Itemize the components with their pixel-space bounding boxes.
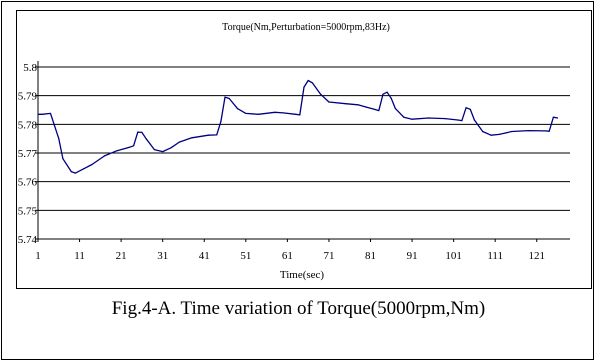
data-point	[386, 91, 388, 93]
chart-title: Torque(Nm,Perturbation=5000rpm,83Hz)	[222, 22, 390, 33]
data-point	[153, 148, 155, 151]
data-point	[224, 96, 226, 98]
data-point	[37, 113, 39, 115]
data-point	[70, 171, 72, 173]
data-point	[498, 133, 500, 135]
data-point	[556, 117, 559, 119]
data-point	[58, 138, 60, 140]
x-tick-label-11: 111	[487, 250, 503, 262]
data-point	[178, 141, 180, 143]
data-point	[282, 112, 284, 114]
data-point	[303, 86, 305, 88]
x-tick-label-4: 41	[199, 250, 210, 262]
data-point	[374, 108, 376, 111]
data-point	[41, 113, 43, 115]
torque-series-line-0	[38, 79, 558, 174]
data-point	[307, 79, 309, 82]
data-point	[132, 145, 135, 147]
y-tick-label-6: 5.8	[23, 62, 37, 74]
data-point	[357, 104, 359, 106]
data-point	[145, 138, 147, 140]
data-point	[444, 118, 446, 120]
data-point	[116, 150, 118, 152]
y-tick-label-0: 5.74	[18, 234, 38, 246]
data-point	[191, 137, 193, 139]
data-point	[544, 130, 546, 132]
data-point	[228, 97, 230, 100]
x-tick-label-3: 31	[157, 250, 168, 262]
data-point	[103, 155, 106, 157]
data-point	[390, 97, 392, 100]
data-point	[411, 118, 413, 120]
x-tick-label-9: 91	[407, 250, 418, 262]
data-point	[216, 134, 218, 136]
x-tick-label-8: 81	[365, 250, 376, 262]
data-point	[137, 131, 139, 133]
y-tick-label-2: 5.76	[18, 177, 38, 189]
x-tick-label-12: 121	[529, 250, 546, 262]
data-point	[128, 146, 131, 148]
data-point	[311, 82, 313, 84]
chart-frame	[16, 10, 592, 289]
data-point	[403, 116, 405, 118]
data-point	[552, 116, 554, 118]
data-point	[394, 107, 397, 110]
x-tick-label-1: 11	[74, 250, 85, 262]
x-axis-label: Time(sec)	[280, 269, 325, 281]
data-point	[457, 119, 459, 121]
data-point	[490, 134, 492, 136]
data-point	[320, 93, 322, 95]
data-point	[295, 113, 297, 115]
data-point	[245, 112, 247, 115]
data-point	[473, 119, 476, 121]
data-point	[378, 109, 380, 112]
data-point	[382, 93, 384, 95]
data-point	[83, 168, 85, 170]
x-tick-label-0: 1	[35, 250, 41, 262]
data-point	[548, 130, 550, 132]
data-point	[482, 130, 484, 133]
figure-caption: Fig.4-A. Time variation of Torque(5000rp…	[111, 298, 486, 319]
data-point	[328, 101, 330, 103]
data-point	[299, 114, 301, 116]
data-point	[461, 120, 463, 122]
data-point	[257, 113, 259, 115]
x-tick-label-2: 21	[116, 250, 127, 262]
data-point	[220, 120, 222, 123]
data-point	[274, 111, 276, 113]
x-tick-label-6: 61	[282, 250, 293, 262]
data-point	[141, 131, 143, 133]
data-point	[365, 106, 367, 108]
x-tick-label-5: 51	[240, 250, 251, 262]
y-tick-label-5: 5.79	[18, 91, 38, 103]
data-point	[511, 130, 513, 133]
data-point	[62, 158, 64, 160]
data-point	[465, 107, 467, 109]
data-point	[207, 134, 210, 136]
data-point	[469, 108, 471, 111]
data-point	[527, 130, 530, 132]
data-point	[49, 112, 52, 115]
x-tick-label-10: 101	[445, 250, 462, 262]
data-point	[170, 147, 172, 149]
y-tick-label-3: 5.77	[18, 148, 38, 160]
data-point	[74, 172, 77, 174]
data-point	[344, 103, 347, 105]
x-tick-label-7: 71	[323, 250, 334, 262]
data-point	[91, 163, 93, 166]
data-point	[162, 150, 164, 153]
y-tick-label-4: 5.78	[18, 119, 38, 131]
y-tick-label-1: 5.75	[18, 205, 38, 217]
data-point	[236, 107, 239, 110]
data-point	[428, 117, 430, 119]
